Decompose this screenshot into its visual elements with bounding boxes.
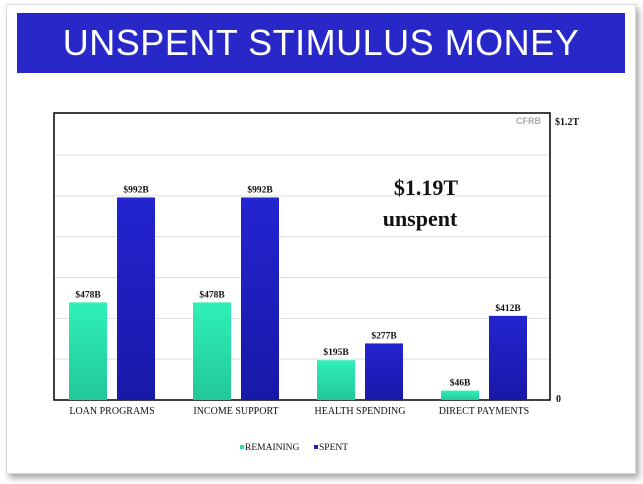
bar-value-label: $478B <box>199 289 225 300</box>
bar-spent-income-support <box>241 197 279 400</box>
bar-remaining-loan-programs <box>69 302 107 400</box>
annotation-text: unspent <box>383 206 458 231</box>
slide-title: UNSPENT STIMULUS MONEY <box>62 22 580 63</box>
bar-value-labels: $478B $992B $478B $992B $195B $277B $46B $412B <box>75 184 521 388</box>
bar-spent-loan-programs <box>117 197 155 400</box>
title-bar: UNSPENT STIMULUS MONEY <box>17 13 625 73</box>
legend-swatch <box>314 445 318 449</box>
annotation-amount: $1.19T <box>394 175 459 200</box>
category-label: HEALTH SPENDING <box>314 406 405 417</box>
bar-remaining-health-spending <box>317 360 355 400</box>
bar-spent-health-spending <box>365 343 403 400</box>
legend-label: SPENT <box>319 443 348 453</box>
bar-value-label: $195B <box>323 347 349 358</box>
bar-remaining-income-support <box>193 302 231 400</box>
bar-value-label: $412B <box>495 303 521 314</box>
legend-label: REMAINING <box>245 443 299 453</box>
category-label: LOAN PROGRAMS <box>69 406 154 417</box>
category-labels: LOAN PROGRAMS INCOME SUPPORT HEALTH SPENDI… <box>69 406 529 417</box>
bar-value-label: $277B <box>371 330 397 341</box>
bar-value-label: $992B <box>123 184 149 195</box>
bar-value-label: $478B <box>75 289 101 300</box>
legend-swatch <box>240 445 244 449</box>
source-label: CFRB <box>516 116 541 126</box>
plot-frame <box>53 112 551 401</box>
y-tick-min: 0 <box>556 394 561 405</box>
bars <box>69 197 527 400</box>
category-label: INCOME SUPPORT <box>193 406 278 417</box>
category-label: DIRECT PAYMENTS <box>439 406 530 417</box>
legend: REMAINING SPENT <box>240 443 348 453</box>
bar-value-label: $46B <box>450 378 471 389</box>
bar-spent-direct-payments <box>489 315 527 400</box>
bar-value-label: $992B <box>247 184 273 195</box>
bar-remaining-direct-payments <box>441 390 479 400</box>
y-tick-max: $1.2T <box>555 117 580 128</box>
